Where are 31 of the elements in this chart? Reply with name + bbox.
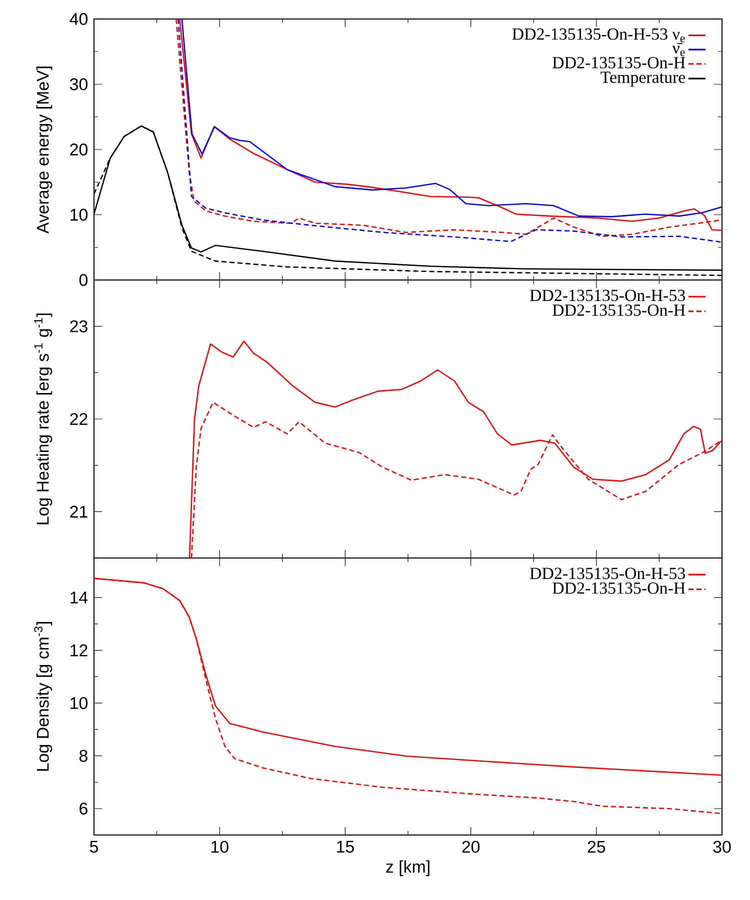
y-tick-label: 14 xyxy=(70,592,88,604)
x-tick-label: 10 xyxy=(211,840,228,853)
legend-label: DD2-135135-On-H-53 ν$_{e}$ xyxy=(512,28,685,42)
x-axis-title: z [km] xyxy=(386,860,430,876)
y-tick-label: 30 xyxy=(70,78,88,90)
y-tick-label: 0 xyxy=(79,274,88,286)
y-tick-label: 8 xyxy=(79,750,88,762)
y-tick-label: 40 xyxy=(70,12,88,25)
legend-label: Temperature xyxy=(600,72,686,86)
x-tick-label: 20 xyxy=(462,840,480,853)
y-tick-label: 23 xyxy=(70,320,88,332)
legend-label: DD2-135135-On-H xyxy=(552,582,686,594)
legend-label: DD2-135135-On-H xyxy=(552,56,686,68)
y-tick-label: 10 xyxy=(70,697,88,710)
x-tick-label: 30 xyxy=(713,840,731,853)
y-axis-title: Log Heating rate [erg s$^{-1}$ g$^{-1}$] xyxy=(34,314,52,524)
y-tick-label: 22 xyxy=(70,413,88,425)
legend-label: ν̄$_{e}$ xyxy=(672,43,685,56)
y-axis-title: Average energy [MeV] xyxy=(36,66,52,234)
y-tick-label: 10 xyxy=(70,208,88,221)
legend-label: DD2-135135-On-H-53 xyxy=(530,290,685,302)
y-tick-label: 6 xyxy=(80,802,88,815)
legend-label: DD2-135135-On-H xyxy=(552,304,686,316)
y-tick-label: 21 xyxy=(70,506,88,518)
legend-label: DD2-135135-On-H-53 xyxy=(530,568,685,580)
y-axis-title: Log Density [g cm$^{-3}$] xyxy=(34,622,52,771)
x-tick-label: 15 xyxy=(337,840,354,853)
x-tick-label: 5 xyxy=(90,840,98,853)
x-tick-label: 25 xyxy=(588,840,606,853)
y-tick-label: 20 xyxy=(70,143,88,156)
y-tick-label: 12 xyxy=(70,644,88,656)
